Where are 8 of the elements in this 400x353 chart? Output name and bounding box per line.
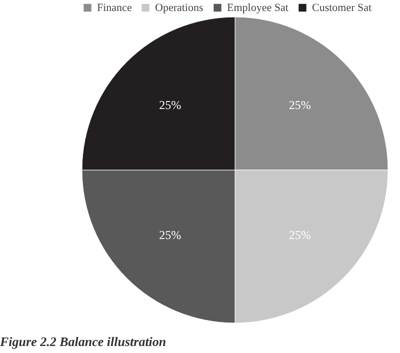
data-label: 25%	[288, 98, 311, 112]
legend-label: Finance	[97, 2, 132, 14]
legend-label: Employee Sat	[227, 2, 288, 14]
data-label: 25%	[159, 98, 182, 112]
data-label: 25%	[159, 228, 182, 242]
caption: Figure 2.2 Balance illustration	[0, 334, 166, 349]
legend-label: Operations	[155, 2, 204, 14]
legend-label: Customer Sat	[312, 2, 372, 14]
